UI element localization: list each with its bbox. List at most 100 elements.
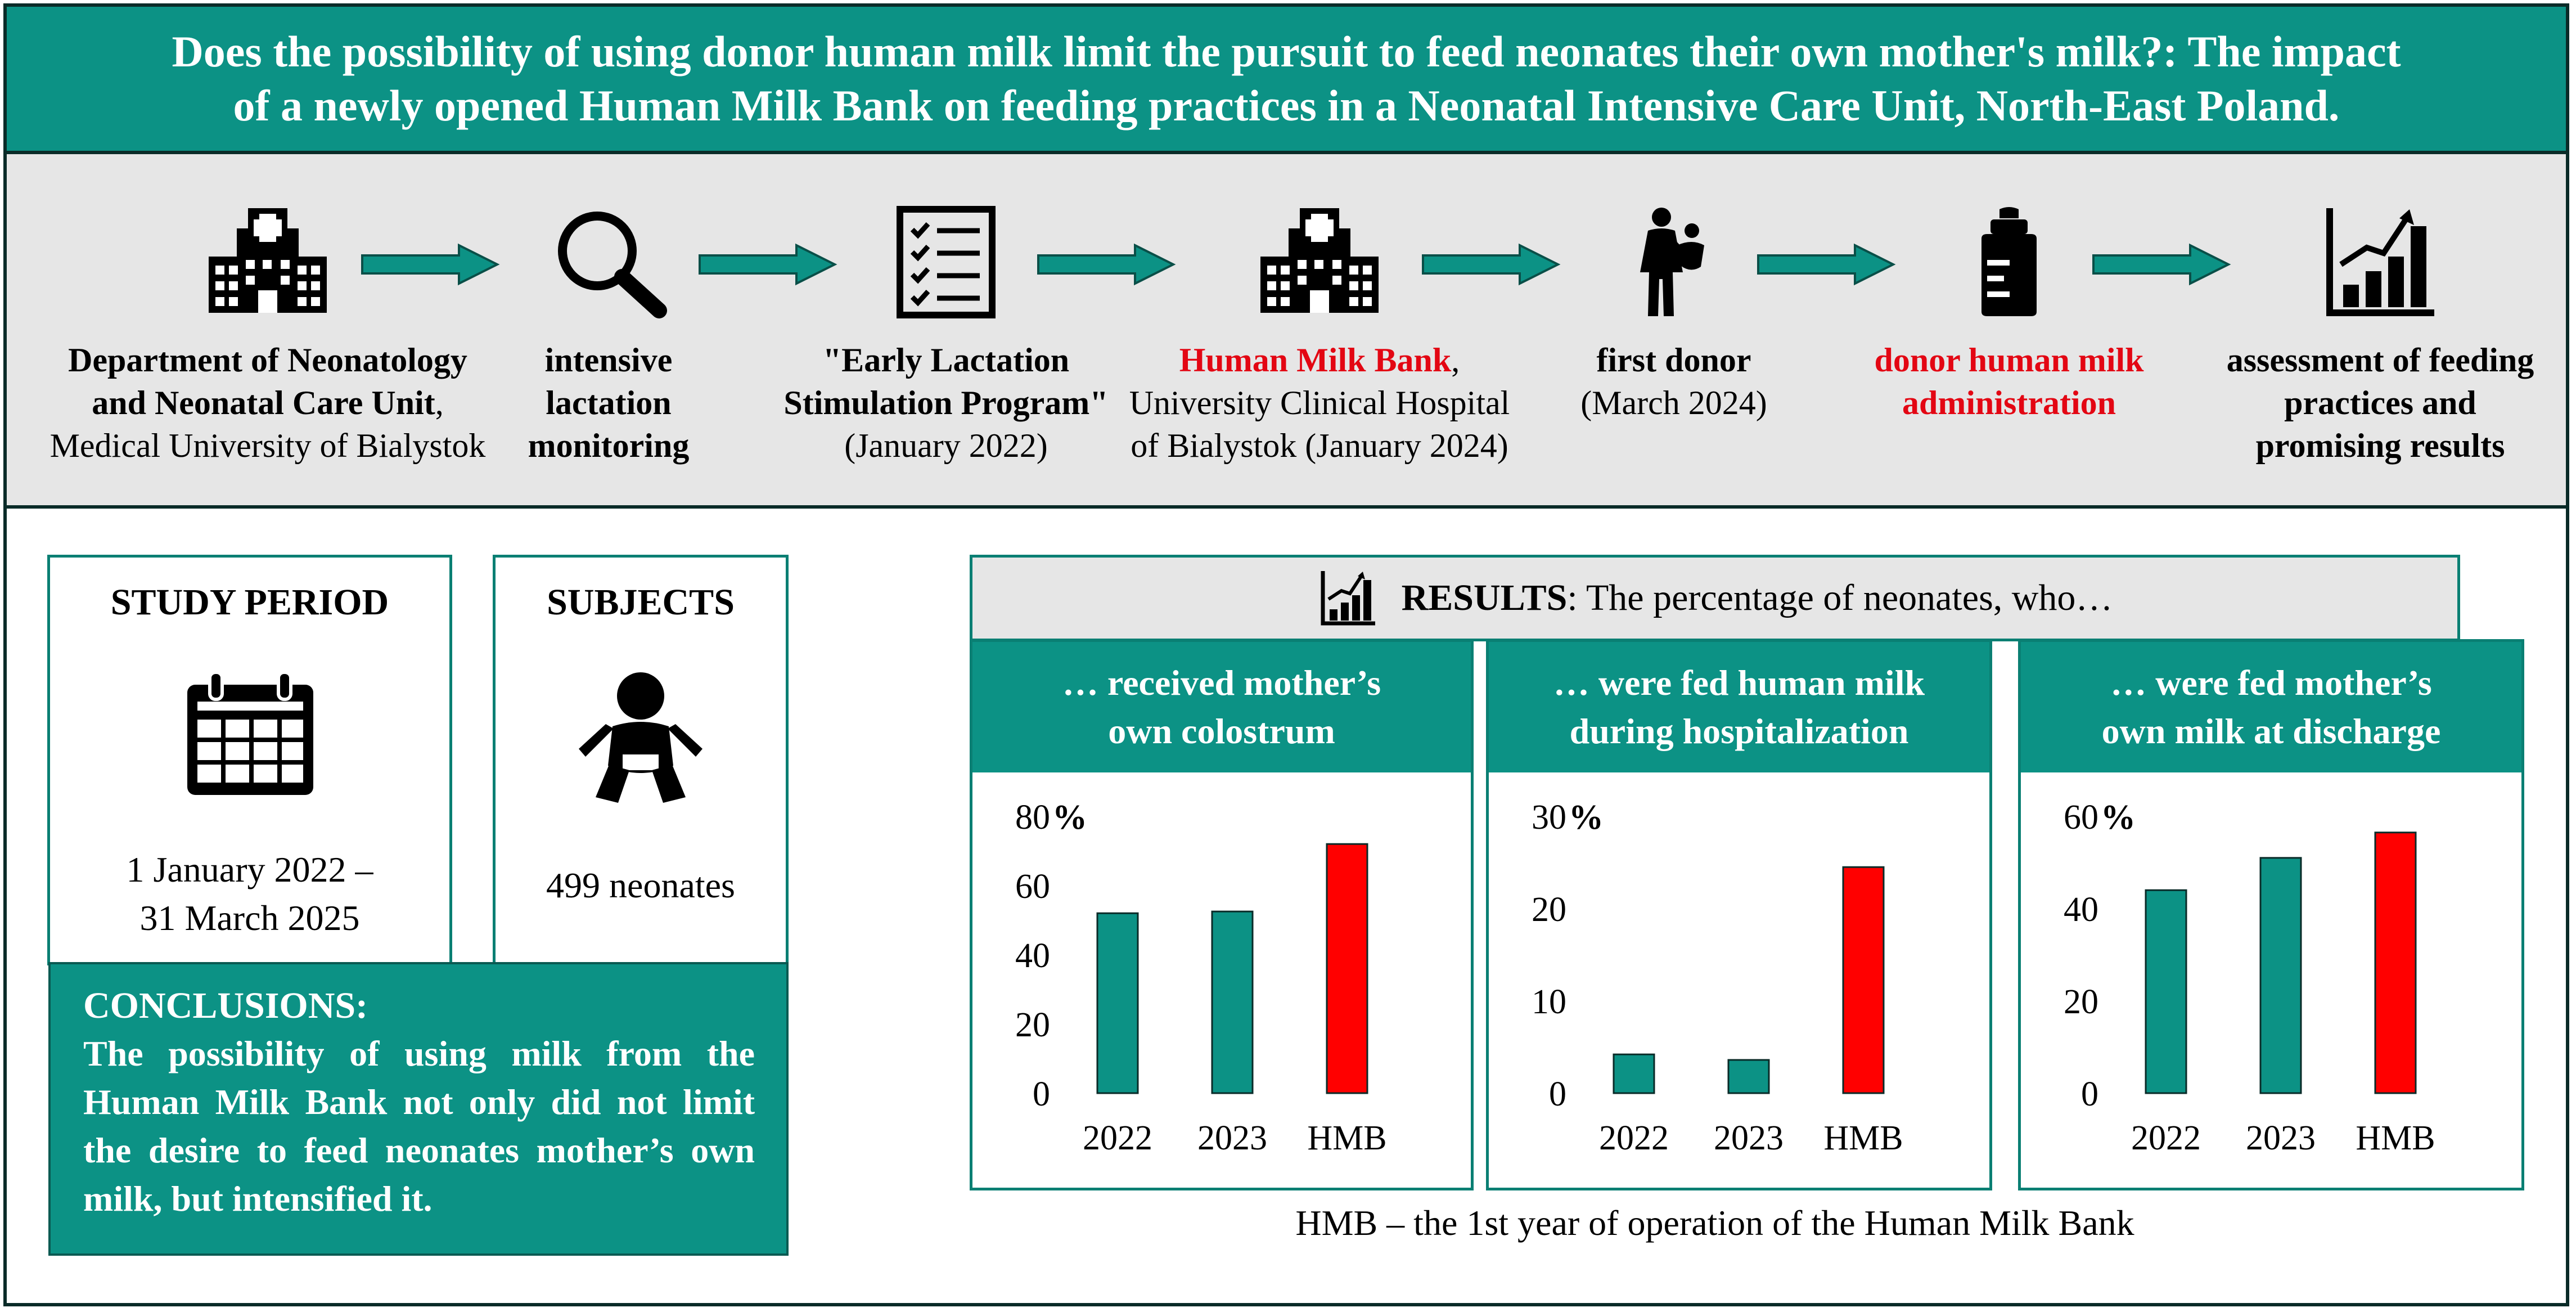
x-tick-label: 2022 bbox=[1083, 1119, 1152, 1157]
mother-child-icon bbox=[1640, 208, 1704, 316]
step-label-line1: assessment of feeding bbox=[2226, 342, 2534, 379]
step-label-line1: "Early Lactation bbox=[822, 342, 1070, 379]
title-line-1: Does the possibility of using donor huma… bbox=[172, 27, 2401, 76]
timeline-step-department: Department of Neonatology and Neonatal C… bbox=[15, 206, 521, 498]
y-tick-label: 30 bbox=[1532, 798, 1566, 837]
step-label-line1: Human Milk Bank bbox=[1179, 342, 1452, 379]
calendar-icon bbox=[187, 671, 313, 795]
x-tick-label: 2022 bbox=[1599, 1119, 1669, 1157]
bar-hmb bbox=[1326, 843, 1368, 1094]
footnote: HMB – the 1st year of operation of the H… bbox=[1295, 1203, 2134, 1243]
y-tick-label: 20 bbox=[1015, 1006, 1050, 1044]
step-label-line3: promising results bbox=[2255, 427, 2505, 464]
milk-bottle-icon bbox=[1981, 207, 2037, 316]
chart-title-line1: … were fed human milk bbox=[1553, 663, 1925, 703]
arrow-icon bbox=[699, 243, 837, 286]
y-tick-label: 40 bbox=[2064, 891, 2098, 929]
step-label-comma: , bbox=[1451, 342, 1460, 379]
y-unit-label: % bbox=[1052, 798, 1087, 837]
hospital-icon bbox=[1260, 208, 1379, 313]
timeline-step-program: "Early Lactation Stimulation Program" (J… bbox=[732, 206, 1160, 498]
subjects-heading: SUBJECTS bbox=[547, 582, 735, 623]
bar-chart-colostrum: 0 20 40 60 80 % 2022 2023 HMB bbox=[1015, 798, 1387, 1157]
step-label-line1: intensive bbox=[544, 342, 673, 379]
x-tick-label: 2022 bbox=[2131, 1119, 2201, 1157]
conclusions-heading: CONCLUSIONS: bbox=[83, 985, 368, 1026]
bar-2023 bbox=[1727, 1059, 1770, 1094]
study-period-end: 31 March 2025 bbox=[139, 898, 360, 938]
x-tick-label: 2023 bbox=[1714, 1119, 1784, 1157]
step-label-line2: practices and bbox=[2284, 384, 2476, 421]
arrow-icon bbox=[2092, 243, 2231, 286]
arrow-icon bbox=[1422, 243, 1561, 286]
study-period-heading: STUDY PERIOD bbox=[110, 582, 389, 623]
baby-icon bbox=[579, 672, 702, 803]
bar-2022 bbox=[1613, 1053, 1655, 1094]
step-label-line3: of Bialystok (January 2024) bbox=[1131, 427, 1508, 464]
x-tick-label: HMB bbox=[2356, 1119, 2435, 1157]
y-tick-label: 0 bbox=[1033, 1075, 1050, 1113]
step-label-comma: , bbox=[435, 384, 444, 421]
results-header: RESULTS: The percentage of neonates, who… bbox=[970, 555, 2460, 641]
y-tick-label: 20 bbox=[2064, 983, 2098, 1021]
chart-title-line1: … received mother’s bbox=[1062, 663, 1381, 703]
step-label-line3: (January 2022) bbox=[844, 427, 1048, 464]
magnifier-icon bbox=[558, 212, 667, 318]
y-tick-label: 40 bbox=[1015, 937, 1050, 975]
bar-hmb bbox=[1842, 866, 1885, 1094]
arrow-icon bbox=[361, 243, 500, 286]
x-tick-label: HMB bbox=[1307, 1119, 1386, 1157]
x-tick-label: 2023 bbox=[1197, 1119, 1267, 1157]
step-label-line2: (March 2024) bbox=[1580, 384, 1767, 421]
y-tick-label: 80 bbox=[1015, 798, 1050, 837]
bar-2023 bbox=[1211, 910, 1254, 1094]
hospital-icon bbox=[209, 208, 327, 313]
title-line-2: of a newly opened Human Milk Bank on fee… bbox=[233, 81, 2340, 130]
growth-chart-icon bbox=[2326, 208, 2434, 316]
title-banner: Does the possibility of using donor huma… bbox=[3, 3, 2569, 154]
step-label-line1: donor human milk bbox=[1874, 342, 2144, 379]
arrow-icon bbox=[1037, 243, 1176, 286]
subjects-box: SUBJECTS 499 neonates bbox=[493, 555, 789, 965]
checklist-icon bbox=[897, 206, 996, 318]
step-label-line1: Department of Neonatology bbox=[68, 342, 467, 379]
bar-hmb bbox=[2374, 832, 2417, 1094]
bar-2022 bbox=[2145, 889, 2187, 1094]
study-period-box: STUDY PERIOD 1 January 2022 – 31 March 2… bbox=[47, 555, 452, 965]
y-unit-label: % bbox=[2101, 798, 2136, 837]
step-label-line2: University Clinical Hospital bbox=[1129, 384, 1510, 421]
y-tick-label: 20 bbox=[1532, 891, 1566, 929]
bar-2022 bbox=[1096, 912, 1139, 1094]
timeline-step-assessment: assessment of feeding practices and prom… bbox=[2189, 206, 2572, 498]
timeline-step-donor-milk: donor human milk administration bbox=[1840, 206, 2178, 498]
arrow-icon bbox=[1757, 243, 1896, 286]
bottom-section: STUDY PERIOD 1 January 2022 – 31 March 2… bbox=[3, 509, 2569, 1306]
bar-chart-discharge: 0 20 40 60 % 2022 2023 HMB bbox=[2064, 798, 2435, 1157]
subjects-count: 499 neonates bbox=[546, 865, 735, 905]
conclusions-text: The possibility of using milk from the H… bbox=[83, 1034, 755, 1219]
chart-title-line2: own colostrum bbox=[1108, 711, 1335, 751]
study-period-start: 1 January 2022 – bbox=[126, 850, 373, 889]
bar-2023 bbox=[2259, 857, 2302, 1094]
timeline: Department of Neonatology and Neonatal C… bbox=[3, 154, 2569, 509]
timeline-step-milk-bank: Human Milk Bank, University Clinical Hos… bbox=[1106, 206, 1533, 498]
step-label-line3: monitoring bbox=[528, 427, 690, 464]
step-label-line2: administration bbox=[1902, 384, 2116, 421]
conclusions-box: CONCLUSIONS: The possibility of using mi… bbox=[48, 962, 789, 1256]
growth-chart-icon bbox=[1321, 571, 1375, 626]
step-label-line2: Stimulation Program" bbox=[783, 384, 1109, 421]
x-tick-label: HMB bbox=[1823, 1119, 1903, 1157]
results-label: RESULTS bbox=[1401, 577, 1568, 618]
y-tick-label: 60 bbox=[1015, 868, 1050, 906]
step-label-line1: first donor bbox=[1596, 342, 1751, 379]
chart-panel-discharge: … were fed mother’s own milk at discharg… bbox=[2018, 639, 2524, 1190]
x-tick-label: 2023 bbox=[2246, 1119, 2316, 1157]
step-label-line2: and Neonatal Care Unit bbox=[92, 384, 435, 421]
timeline-step-monitoring: intensive lactation monitoring bbox=[462, 206, 755, 498]
y-tick-label: 0 bbox=[1549, 1075, 1566, 1113]
chart-title-line1: … were fed mother’s bbox=[2110, 663, 2432, 703]
y-unit-label: % bbox=[1569, 798, 1604, 837]
y-tick-label: 10 bbox=[1532, 983, 1566, 1021]
chart-title-line2: own milk at discharge bbox=[2101, 711, 2441, 751]
